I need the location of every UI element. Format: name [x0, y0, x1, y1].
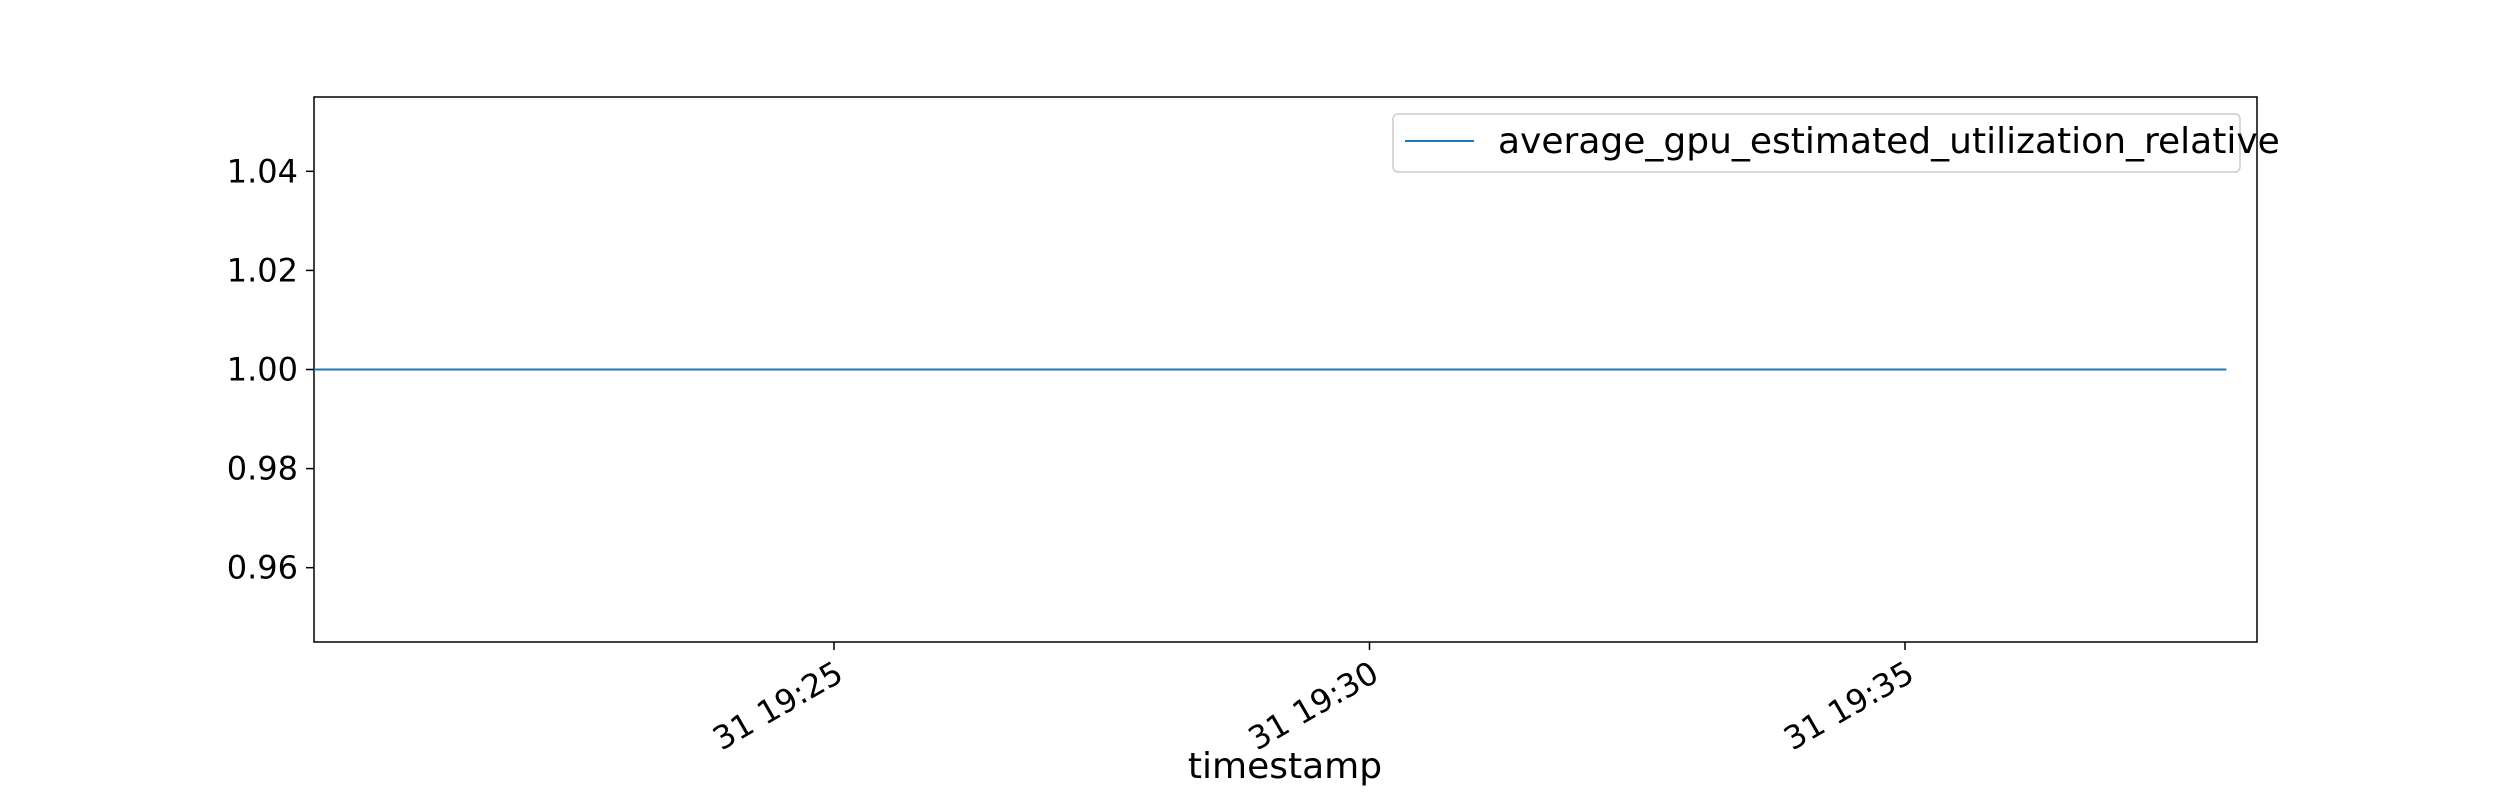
- y-tick-label: 1.04: [227, 152, 298, 190]
- y-tick-label: 1.00: [227, 351, 298, 389]
- x-axis-title: timestamp: [1188, 746, 1382, 787]
- y-tick-label: 0.98: [227, 450, 298, 488]
- y-tick-label: 0.96: [227, 549, 298, 587]
- legend-box: [1392, 113, 2241, 173]
- y-axis: 1.04 1.02 1.00 0.98 0.96: [227, 152, 314, 587]
- legend-label: average_gpu_estimated_utilization_relati…: [1498, 121, 2280, 162]
- legend: average_gpu_estimated_utilization_relati…: [1392, 113, 2280, 173]
- y-tick-label: 1.02: [227, 251, 298, 289]
